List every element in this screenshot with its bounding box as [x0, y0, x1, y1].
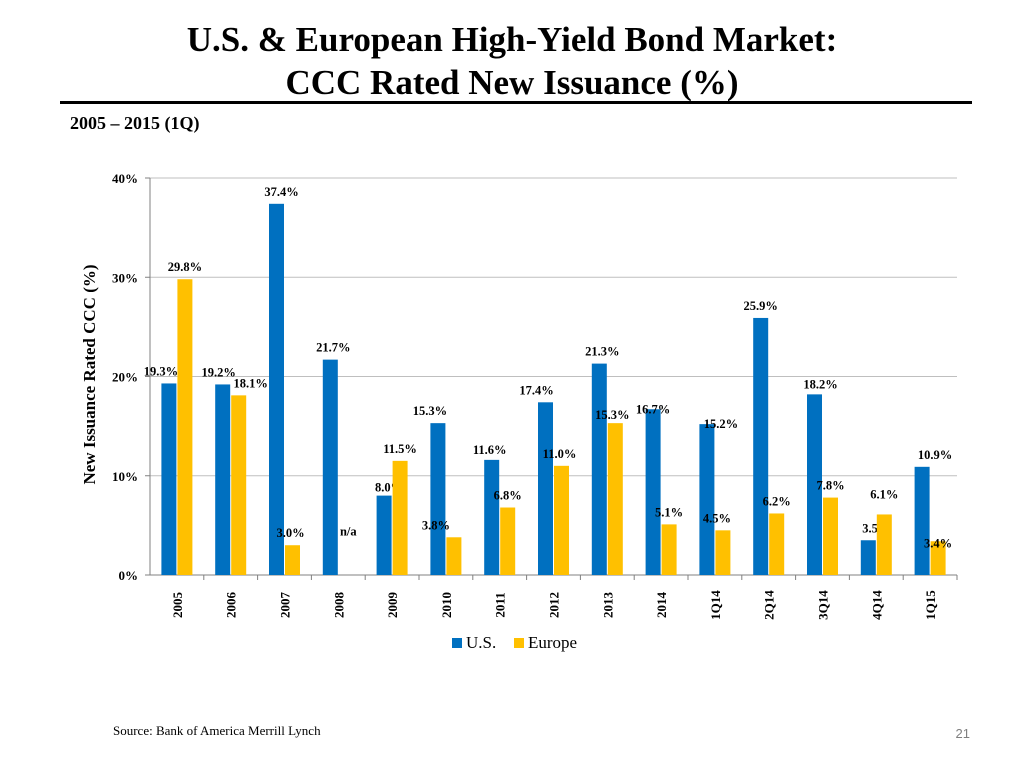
data-label-us: 25.9% [744, 299, 778, 313]
bar-us [699, 424, 715, 575]
bar-us [376, 495, 392, 575]
bar-us [591, 363, 607, 575]
bar-us [753, 317, 769, 575]
data-label-us: 18.2% [803, 377, 837, 391]
slide-title: U.S. & European High-Yield Bond Market: … [0, 18, 1024, 104]
data-label-europe: 29.8% [168, 260, 202, 274]
bar-europe [715, 530, 731, 575]
data-label-europe: n/a [340, 524, 357, 538]
x-tick-label: 2Q14 [762, 590, 777, 620]
bar-europe [554, 465, 569, 575]
x-tick-label: 2014 [654, 592, 669, 619]
bar-europe [876, 514, 892, 575]
title-line-1: U.S. & European High-Yield Bond Market: [186, 20, 838, 59]
bar-us [161, 383, 177, 575]
x-tick-label: 2009 [385, 592, 400, 619]
title-line-2: CCC Rated New Issuance (%) [285, 63, 739, 102]
data-label-us: 37.4% [264, 185, 298, 199]
bar-us [860, 540, 876, 575]
data-label-us: 15.3% [413, 404, 447, 418]
x-tick-label: 3Q14 [816, 590, 831, 620]
data-label-us: 19.2% [202, 365, 236, 379]
bar-europe [607, 423, 623, 575]
x-tick-label: 4Q14 [869, 590, 884, 620]
x-tick-label: 2005 [170, 592, 185, 619]
source-note: Source: Bank of America Merrill Lynch [113, 723, 321, 738]
y-tick-label: 40% [112, 171, 138, 186]
data-label-us: 16.7% [636, 402, 670, 416]
data-label-europe: 7.8% [816, 479, 844, 493]
bar-europe [769, 513, 785, 575]
data-label-us: 17.4% [519, 383, 553, 397]
data-label-europe: 3.4% [924, 536, 952, 550]
bar-europe [823, 497, 838, 575]
data-label-us: 11.6% [473, 443, 507, 457]
data-label-europe: 3.0% [276, 526, 304, 540]
bar-us [269, 203, 284, 575]
y-tick-label: 30% [112, 270, 138, 285]
bar-us [538, 402, 553, 575]
x-tick-label: 2008 [331, 592, 346, 619]
data-label-europe: 11.0% [543, 447, 577, 461]
x-tick-label: 2006 [224, 592, 239, 619]
data-label-europe: 3.8% [422, 518, 450, 532]
data-label-europe: 15.3% [595, 408, 629, 422]
data-label-europe: 6.2% [763, 494, 791, 508]
y-tick-label: 0% [119, 568, 139, 583]
bar-europe [285, 545, 300, 575]
bar-us [484, 459, 500, 575]
legend-swatch-europe [514, 638, 524, 648]
legend-label-us: U.S. [466, 633, 496, 652]
x-tick-label: 2012 [547, 592, 562, 618]
bar-europe [500, 507, 516, 575]
data-label-us: 15.2% [704, 417, 738, 431]
x-tick-label: 2013 [600, 592, 615, 619]
bar-europe [661, 524, 677, 575]
date-range-subtitle: 2005 – 2015 (1Q) [70, 113, 200, 133]
bar-us [645, 409, 661, 575]
bar-us [914, 466, 930, 575]
bar-europe [930, 541, 946, 575]
legend-label-europe: Europe [528, 633, 577, 652]
data-label-europe: 11.5% [383, 442, 417, 456]
bar-us [322, 359, 338, 575]
x-tick-label: 1Q15 [923, 590, 938, 620]
data-label-us: 21.3% [585, 345, 619, 359]
legend-swatch-us [452, 638, 462, 648]
x-tick-label: 2007 [278, 592, 293, 619]
y-axis-title: New Issuance Rated CCC (%) [80, 264, 99, 484]
bar-us [807, 394, 822, 575]
page-number: 21 [955, 726, 970, 741]
bar-us [215, 384, 231, 575]
x-tick-label: 2010 [439, 592, 454, 618]
bar-europe [177, 279, 193, 575]
data-label-us: 10.9% [918, 448, 952, 462]
bar-us [430, 423, 446, 575]
bar-europe [446, 537, 462, 575]
y-tick-label: 10% [112, 469, 138, 484]
data-label-us: 19.3% [144, 364, 178, 378]
bar-europe [231, 395, 247, 575]
data-label-europe: 5.1% [655, 505, 683, 519]
data-label-europe: 4.5% [703, 511, 731, 525]
bar-europe [392, 460, 408, 575]
data-label-us: 21.7% [316, 341, 350, 355]
data-label-europe: 18.1% [234, 376, 268, 390]
y-tick-label: 20% [112, 370, 138, 385]
data-label-europe: 6.8% [494, 489, 522, 503]
x-tick-label: 2011 [493, 592, 508, 617]
x-tick-label: 1Q14 [708, 590, 723, 620]
data-label-europe: 6.1% [870, 487, 898, 501]
title-divider [60, 101, 972, 104]
